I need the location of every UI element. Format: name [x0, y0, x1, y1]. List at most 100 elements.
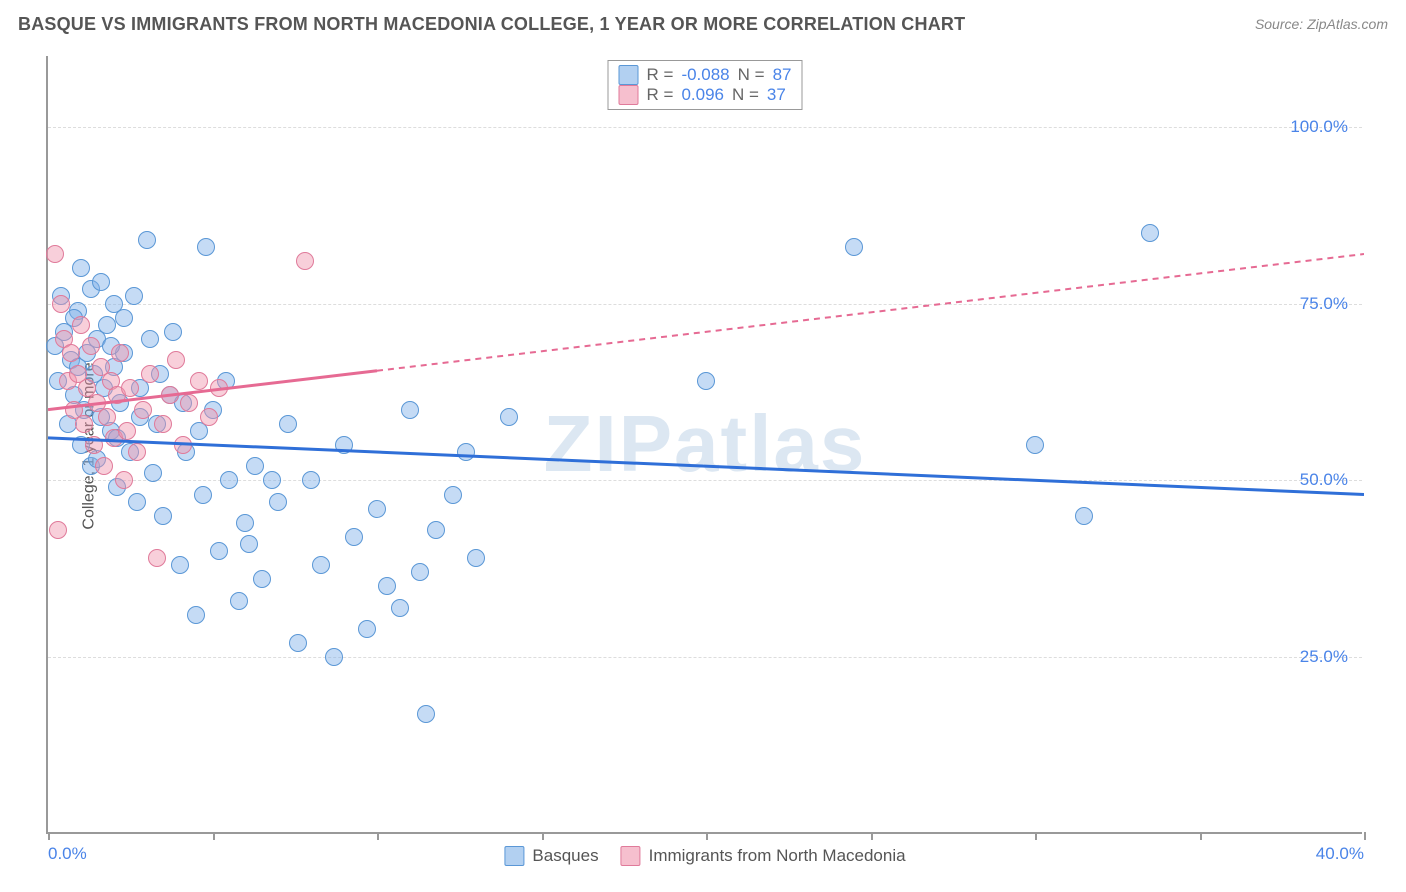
scatter-point: [154, 415, 172, 433]
gridline: [48, 657, 1362, 658]
scatter-point: [82, 337, 100, 355]
scatter-point: [49, 521, 67, 539]
scatter-point: [92, 273, 110, 291]
scatter-point: [141, 365, 159, 383]
scatter-point: [500, 408, 518, 426]
scatter-point: [269, 493, 287, 511]
scatter-point: [845, 238, 863, 256]
r-value: 0.096: [681, 85, 724, 105]
x-tick: [377, 832, 379, 840]
scatter-point: [263, 471, 281, 489]
series-name: Basques: [532, 846, 598, 866]
scatter-point: [391, 599, 409, 617]
x-tick-label: 40.0%: [1316, 844, 1364, 864]
scatter-point: [368, 500, 386, 518]
scatter-point: [200, 408, 218, 426]
legend-item: Immigrants from North Macedonia: [621, 846, 906, 866]
scatter-point: [296, 252, 314, 270]
scatter-point: [1026, 436, 1044, 454]
source-attribution: Source: ZipAtlas.com: [1255, 16, 1388, 32]
scatter-point: [98, 316, 116, 334]
legend-swatch: [619, 85, 639, 105]
r-label: R =: [647, 65, 674, 85]
x-tick-label: 0.0%: [48, 844, 87, 864]
scatter-point: [46, 245, 64, 263]
scatter-point: [253, 570, 271, 588]
scatter-point: [111, 344, 129, 362]
x-tick: [1364, 832, 1366, 840]
scatter-point: [115, 309, 133, 327]
legend-swatch: [504, 846, 524, 866]
scatter-point: [335, 436, 353, 454]
scatter-point: [345, 528, 363, 546]
scatter-point: [240, 535, 258, 553]
x-tick: [48, 832, 50, 840]
scatter-point: [52, 295, 70, 313]
scatter-point: [98, 408, 116, 426]
scatter-point: [1141, 224, 1159, 242]
scatter-point: [115, 471, 133, 489]
scatter-point: [75, 415, 93, 433]
scatter-point: [72, 316, 90, 334]
scatter-point: [164, 323, 182, 341]
scatter-point: [85, 436, 103, 454]
x-tick: [1200, 832, 1202, 840]
scatter-point: [289, 634, 307, 652]
scatter-point: [230, 592, 248, 610]
x-tick: [871, 832, 873, 840]
n-label: N =: [738, 65, 765, 85]
gridline: [48, 304, 1362, 305]
y-tick-label: 25.0%: [1300, 647, 1348, 667]
legend-item: Basques: [504, 846, 598, 866]
legend-row: R = -0.088 N = 87: [619, 65, 792, 85]
scatter-point: [187, 606, 205, 624]
scatter-point: [62, 344, 80, 362]
scatter-point: [358, 620, 376, 638]
scatter-point: [167, 351, 185, 369]
scatter-point: [378, 577, 396, 595]
scatter-point: [210, 379, 228, 397]
scatter-point: [697, 372, 715, 390]
scatter-point: [128, 443, 146, 461]
scatter-point: [180, 394, 198, 412]
scatter-point: [141, 330, 159, 348]
scatter-point: [95, 457, 113, 475]
scatter-plot-area: ZIPatlas R = -0.088 N = 87R = 0.096 N = …: [46, 56, 1362, 834]
gridline: [48, 480, 1362, 481]
legend-swatch: [621, 846, 641, 866]
scatter-point: [236, 514, 254, 532]
scatter-point: [190, 372, 208, 390]
x-tick: [706, 832, 708, 840]
gridline: [48, 127, 1362, 128]
scatter-point: [134, 401, 152, 419]
chart-title: BASQUE VS IMMIGRANTS FROM NORTH MACEDONI…: [18, 14, 965, 35]
legend-row: R = 0.096 N = 37: [619, 85, 792, 105]
scatter-point: [171, 556, 189, 574]
scatter-point: [121, 379, 139, 397]
scatter-point: [411, 563, 429, 581]
correlation-legend: R = -0.088 N = 87R = 0.096 N = 37: [608, 60, 803, 110]
x-tick: [213, 832, 215, 840]
scatter-point: [194, 486, 212, 504]
trend-lines: [48, 56, 1364, 834]
scatter-point: [174, 436, 192, 454]
scatter-point: [220, 471, 238, 489]
series-legend: Basques Immigrants from North Macedonia: [504, 846, 905, 866]
scatter-point: [1075, 507, 1093, 525]
series-name: Immigrants from North Macedonia: [649, 846, 906, 866]
scatter-point: [210, 542, 228, 560]
scatter-point: [467, 549, 485, 567]
n-value: 37: [767, 85, 786, 105]
scatter-point: [197, 238, 215, 256]
scatter-point: [125, 287, 143, 305]
y-tick-label: 100.0%: [1290, 117, 1348, 137]
scatter-point: [138, 231, 156, 249]
scatter-point: [444, 486, 462, 504]
scatter-point: [128, 493, 146, 511]
scatter-point: [144, 464, 162, 482]
scatter-point: [246, 457, 264, 475]
y-tick-label: 75.0%: [1300, 294, 1348, 314]
watermark: ZIPatlas: [544, 398, 867, 490]
scatter-point: [148, 549, 166, 567]
scatter-point: [72, 259, 90, 277]
